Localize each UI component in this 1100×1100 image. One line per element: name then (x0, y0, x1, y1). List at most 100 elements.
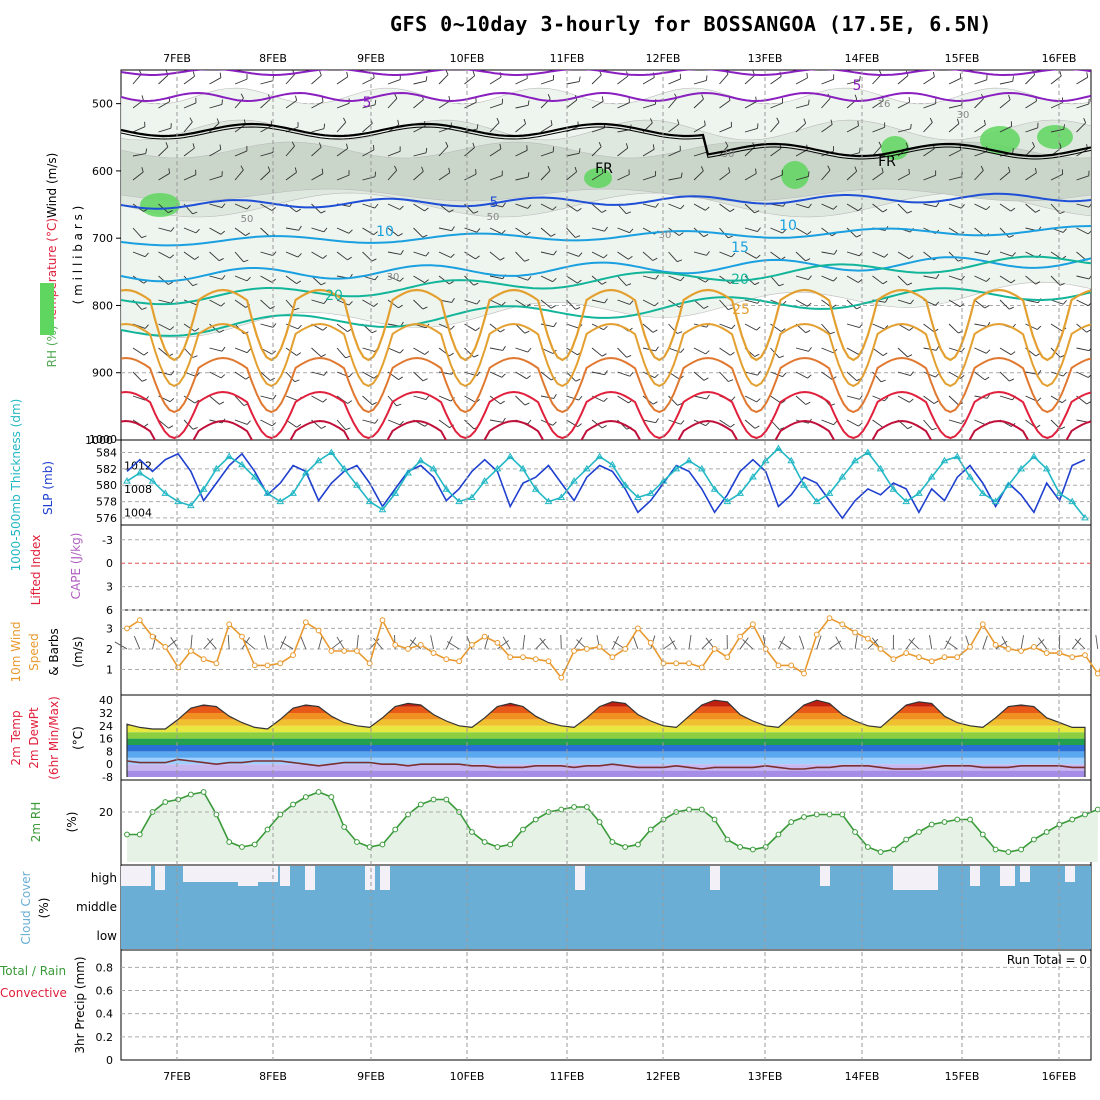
contour-label: 20 (731, 272, 749, 288)
temp-band (127, 738, 1085, 745)
wind-barb-flag (550, 120, 553, 126)
wind-barb (617, 102, 630, 109)
wind-barb (974, 275, 987, 282)
wind-barb-flag (246, 276, 251, 282)
wind10m-barb (1020, 635, 1025, 650)
wind-barb (693, 299, 705, 309)
wind10m-point (1031, 643, 1037, 650)
wind-barb (1076, 103, 1090, 109)
wind-barb (668, 251, 678, 262)
wind-barb-flag (984, 376, 990, 381)
date-label-top: 15FEB (945, 52, 980, 65)
wind-barb (234, 347, 248, 354)
wind-barb-flag (625, 143, 629, 149)
wind-barb-flag (445, 70, 449, 75)
isotherm-10 (121, 225, 1091, 247)
rh2m-point (468, 829, 475, 835)
wind-barb (846, 323, 860, 329)
temp-ylabel-2: 2m DewPt (27, 707, 41, 769)
wind-barb (132, 227, 143, 238)
wind-barb-flag (961, 275, 965, 281)
wind-barb-flag (1012, 76, 1014, 82)
thickness-point (493, 464, 502, 472)
thickness-point (685, 456, 693, 464)
wind10m-barb (356, 634, 359, 649)
wind-barb-flag (425, 147, 428, 153)
wind-barb-flag (371, 330, 377, 334)
rh2m-point (187, 791, 194, 798)
wind-barb (158, 275, 169, 285)
wind-barb-flag (730, 423, 735, 428)
wind-barb-flag (189, 117, 193, 123)
wind-barb (158, 323, 171, 331)
wind10m-barb (152, 635, 157, 650)
rh2m-point (494, 844, 501, 850)
wind-barb (923, 103, 936, 109)
wind-barb (515, 149, 528, 157)
wind10m-point (852, 629, 858, 636)
wind-barb (336, 419, 347, 430)
wind10m-point (302, 619, 309, 626)
wind-barb (642, 419, 656, 424)
wind10m-point (941, 654, 948, 661)
wind-barb-flag (602, 425, 607, 429)
wind-barb-flag (475, 327, 480, 332)
wind-barb-flag (552, 277, 557, 283)
thickness-point (327, 448, 336, 456)
wind-barb-flag (448, 209, 454, 213)
wind-barb (974, 323, 988, 327)
wind-barb (974, 203, 987, 211)
wind-barb (821, 419, 834, 426)
wind-barb-flag (677, 119, 680, 125)
wind-barb-flag (1061, 399, 1067, 404)
wind-barb (897, 128, 911, 133)
wind-barb (821, 251, 835, 255)
wind-barb (693, 371, 705, 381)
wind-barb (336, 76, 349, 85)
precip-ylabel: 3hr Precip (mm) (73, 956, 87, 1053)
wind-barb-flag (145, 148, 148, 154)
wind-barb-flag (757, 227, 761, 232)
wind-barb-flag (451, 298, 455, 303)
wind-barb-flag (1034, 167, 1037, 174)
wind-barb (362, 227, 374, 236)
thickness-ylabel: 1000-500mb Thickness (dm) (9, 399, 23, 572)
wind10m-barb (669, 636, 677, 650)
wind10m-barb (816, 635, 822, 650)
rh2m-point (417, 801, 424, 808)
wind-barb (668, 299, 680, 308)
wind-barb (846, 419, 859, 427)
wind-barb-flag (935, 202, 940, 207)
wind10m-point (635, 625, 641, 632)
wind10m-barb (829, 640, 842, 650)
wind-barb-flag (880, 379, 886, 383)
contour-label: 5 (363, 95, 372, 111)
wind-barb (591, 299, 605, 304)
wind-barb-flag (984, 305, 990, 309)
wind-barb (336, 148, 348, 157)
wind10m-barb (114, 641, 128, 650)
cloud-gap (710, 866, 720, 890)
wind-barb-flag (347, 400, 353, 404)
thickness-tick: 578 (96, 496, 117, 509)
wind10m-point (200, 656, 207, 663)
wind-barb (234, 395, 245, 406)
rh2m-point (647, 826, 654, 833)
wind-barb-flag (294, 379, 300, 383)
wind-barb (642, 251, 654, 261)
wind10m-point (277, 660, 284, 667)
wind-barb-flag (806, 72, 808, 78)
thickness-point (340, 464, 349, 472)
wind-barb-flag (194, 328, 200, 332)
thickness-point (391, 489, 400, 496)
thickness-point (544, 497, 553, 505)
wind-barb (438, 275, 450, 285)
date-gridlines: 7FEB 7FEB 8FEB 8FEB 9FEB 9FEB 10FEB 10FEB 11FEB 1… (163, 52, 1076, 1083)
date-label-top: 11FEB (550, 52, 585, 65)
wind-barb-flag (422, 234, 428, 238)
wind-barb-flag (706, 251, 710, 256)
wind-barb (744, 419, 756, 429)
wind10m-barb (779, 640, 792, 650)
wind-barb-flag (394, 93, 398, 99)
wind-barb (489, 76, 502, 85)
